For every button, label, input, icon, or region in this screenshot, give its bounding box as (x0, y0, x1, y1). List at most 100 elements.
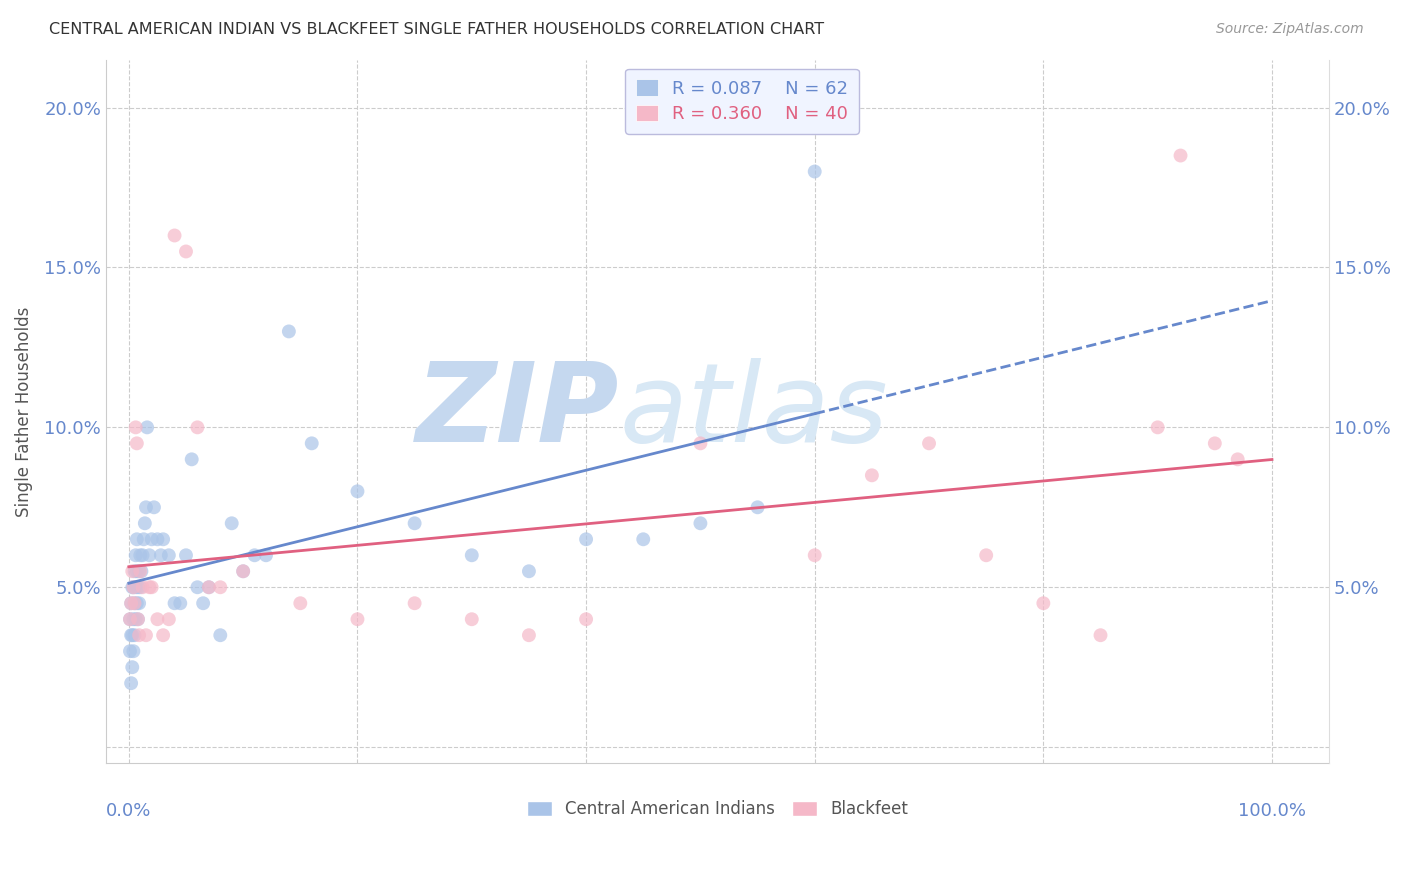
Point (174, 548, 197, 562)
Point (254, 548, 277, 562)
Point (163, 596, 186, 610)
Point (575, 612, 598, 626)
Point (633, 533, 655, 547)
Point (301, 436, 323, 450)
Point (803, 548, 825, 562)
Point (180, 452, 202, 467)
Point (575, 533, 598, 547)
Point (1204, 436, 1226, 450)
Point (121, 628, 143, 642)
Point (1146, 420, 1168, 434)
Point (120, 676, 142, 690)
Point (131, 564, 153, 578)
Point (1090, 628, 1112, 642)
Point (517, 564, 540, 578)
Point (125, 596, 148, 610)
Point (124, 596, 146, 610)
Point (131, 548, 153, 562)
Point (129, 564, 152, 578)
Point (1170, 148, 1192, 162)
Point (689, 436, 711, 450)
Point (174, 244, 197, 259)
Point (128, 628, 150, 642)
Point (461, 612, 484, 626)
Point (1226, 452, 1249, 467)
Point (277, 325, 299, 339)
Point (127, 612, 149, 626)
Point (129, 580, 152, 594)
Text: CENTRAL AMERICAN INDIAN VS BLACKFEET SINGLE FATHER HOUSEHOLDS CORRELATION CHART: CENTRAL AMERICAN INDIAN VS BLACKFEET SIN… (49, 22, 824, 37)
Point (127, 580, 149, 594)
Point (209, 580, 232, 594)
Text: ZIP: ZIP (416, 358, 620, 465)
Point (198, 580, 221, 594)
Point (125, 564, 148, 578)
Point (128, 564, 150, 578)
Point (198, 580, 221, 594)
Point (152, 628, 174, 642)
Point (124, 596, 146, 610)
Point (232, 564, 254, 578)
Point (803, 164, 825, 178)
Point (122, 580, 145, 594)
Text: atlas: atlas (620, 358, 889, 465)
Point (120, 596, 142, 610)
Text: 100.0%: 100.0% (1237, 802, 1306, 820)
Point (232, 564, 254, 578)
Point (138, 548, 160, 562)
Point (143, 500, 166, 515)
Point (243, 548, 266, 562)
Point (132, 533, 155, 547)
Point (1032, 596, 1054, 610)
Point (169, 596, 191, 610)
Point (127, 612, 149, 626)
Point (118, 612, 141, 626)
Point (125, 420, 148, 434)
Point (860, 468, 883, 483)
Point (346, 484, 368, 499)
Y-axis label: Single Father Households: Single Father Households (15, 306, 32, 516)
Point (125, 548, 148, 562)
Point (157, 612, 180, 626)
Point (186, 580, 208, 594)
Point (157, 548, 180, 562)
Point (974, 548, 997, 562)
Point (135, 500, 157, 515)
Point (221, 516, 243, 531)
Point (146, 612, 169, 626)
Point (121, 564, 143, 578)
Point (125, 612, 148, 626)
Point (135, 628, 157, 642)
Text: 0.0%: 0.0% (105, 802, 152, 820)
Point (152, 533, 174, 547)
Point (141, 580, 163, 594)
Point (517, 628, 540, 642)
Point (404, 596, 426, 610)
Point (120, 628, 142, 642)
Point (134, 516, 156, 531)
Point (146, 533, 169, 547)
Text: Source: ZipAtlas.com: Source: ZipAtlas.com (1216, 22, 1364, 37)
Point (122, 612, 145, 626)
Point (125, 533, 148, 547)
Point (149, 548, 172, 562)
Point (122, 580, 145, 594)
Point (747, 500, 769, 515)
Point (121, 660, 143, 674)
Point (118, 612, 141, 626)
Point (128, 596, 150, 610)
Point (136, 420, 159, 434)
Point (186, 420, 208, 434)
Point (138, 580, 160, 594)
Point (918, 436, 941, 450)
Point (404, 516, 426, 531)
Point (125, 436, 148, 450)
Point (124, 628, 146, 642)
Point (124, 564, 146, 578)
Point (121, 580, 143, 594)
Point (122, 644, 145, 658)
Point (120, 596, 142, 610)
Point (346, 612, 368, 626)
Point (209, 628, 232, 642)
Point (129, 548, 152, 562)
